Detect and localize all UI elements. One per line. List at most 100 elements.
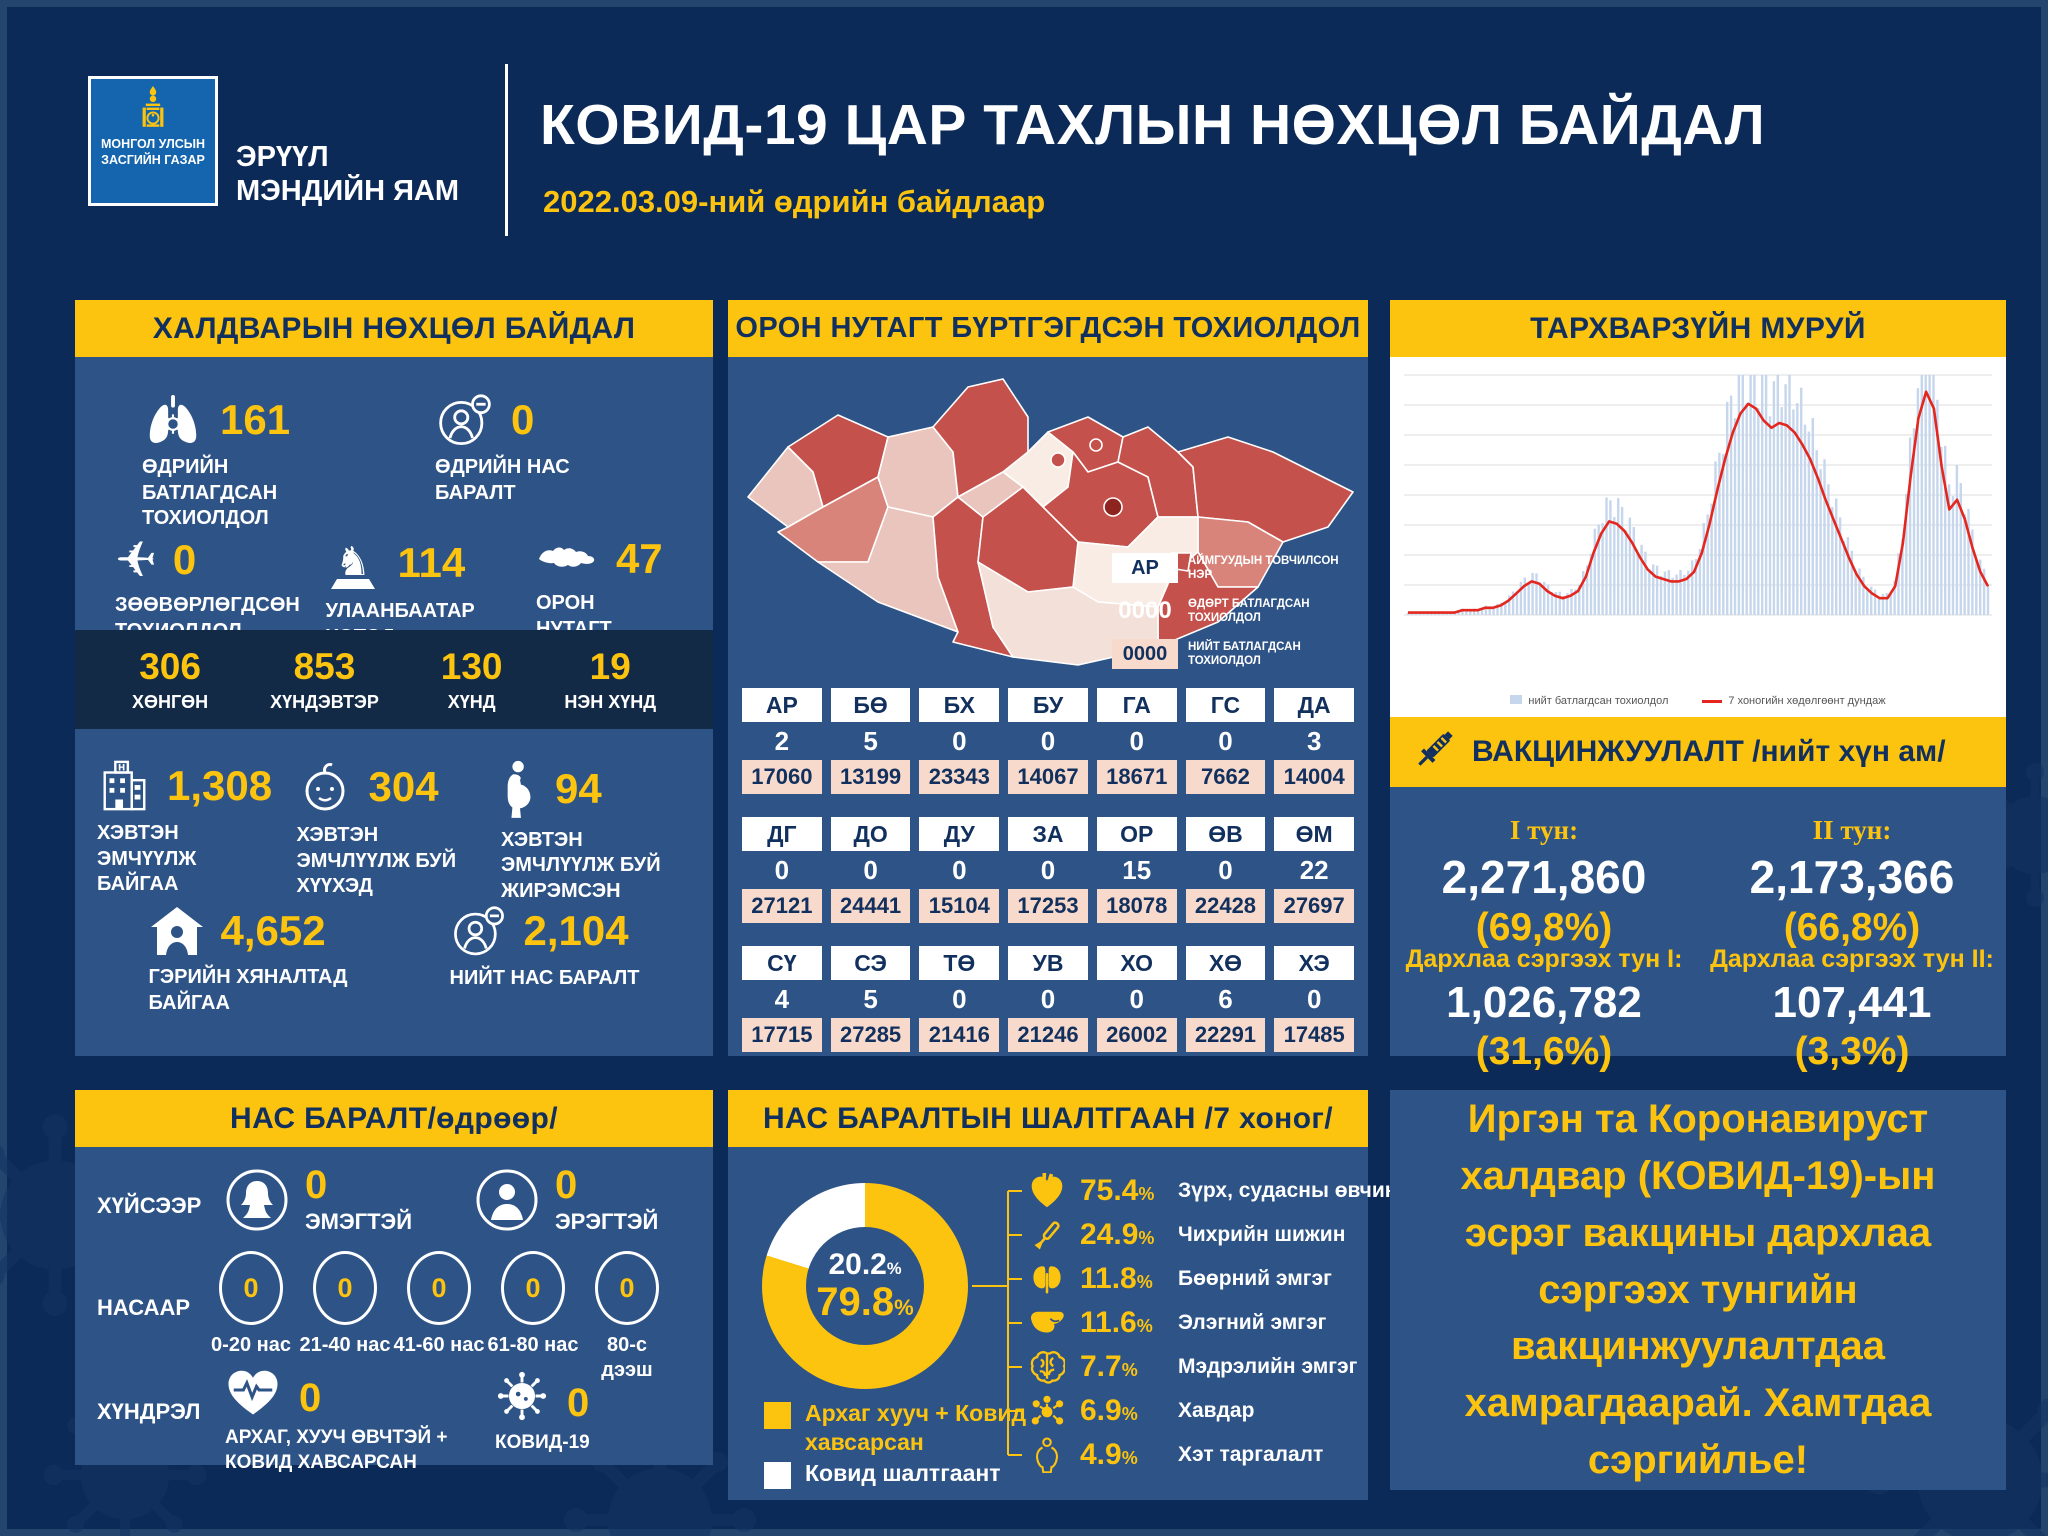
heartbeat-icon xyxy=(228,1370,278,1415)
region-total-count: 17060 xyxy=(742,760,822,794)
region-daily-count: 3 xyxy=(1306,725,1322,756)
hospitalized-stat: H 1,308 ХЭВТЭН ЭМЧҮҮЛЖ БАЙГАА xyxy=(97,759,282,905)
region-cell: ГА 0 18671 xyxy=(1096,688,1177,794)
region-total-count: 21416 xyxy=(919,1018,1000,1052)
region-total-count: 27697 xyxy=(1274,889,1355,923)
region-daily-count: 2 xyxy=(774,725,790,756)
region-total-count: 14067 xyxy=(1008,760,1088,794)
legend-total-sample: 0000 xyxy=(1112,639,1178,669)
cancer-cells-icon xyxy=(1031,1395,1064,1425)
region-total-count: 17715 xyxy=(742,1018,822,1052)
region-daily-count: 0 xyxy=(1218,725,1233,756)
region-daily-count: 0 xyxy=(1040,854,1056,885)
region-daily-count: 4 xyxy=(774,983,790,1014)
daily-deaths-stat: 0 ӨДРИЙН НАС БАРАЛТ xyxy=(435,393,650,532)
region-code: ГА xyxy=(1096,688,1177,722)
age-circle: 0 xyxy=(407,1251,471,1325)
region-code: ЗА xyxy=(1008,817,1088,851)
region-code: УВ xyxy=(1008,946,1088,980)
logo-line1: МОНГОЛ УЛСЫН xyxy=(100,137,206,151)
region-cell: СЭ 5 27285 xyxy=(830,946,911,1052)
region-table-row: ДГ 0 27121 ДО 0 24441 ДУ 0 15104 ЗА 0 17… xyxy=(742,817,1355,923)
region-daily-count: 0 xyxy=(863,854,878,885)
region-code: БӨ xyxy=(830,688,911,722)
death-cause-donut-chart: 20.2% 79.8% xyxy=(762,1183,968,1389)
region-code: СҮ xyxy=(742,946,822,980)
region-code: БУ xyxy=(1008,688,1088,722)
region-total-count: 21246 xyxy=(1008,1018,1088,1052)
mongolia-choropleth-map: АР АЙМГУУДЫН ТОВЧИЛСОН НЭР 0000 ӨДӨРТ БА… xyxy=(728,357,1368,690)
region-daily-count: 5 xyxy=(863,983,878,1014)
severity-critical: 19 НЭН ХҮНД xyxy=(564,646,657,712)
cause-item: 11.8% Бөөрний эмгэг xyxy=(1024,1257,1368,1301)
region-daily-count: 0 xyxy=(952,983,967,1014)
baby-icon xyxy=(305,763,344,811)
deaths-panel: ХҮЙСЭЭР 0 ЭМЭГТЭЙ 0 ЭРЭГТЭЙ НАСААР 0 0-20 … xyxy=(75,1147,713,1473)
region-code: ДГ xyxy=(742,817,822,851)
severity-mild: 306 ХӨНГӨН xyxy=(131,646,209,712)
region-cell: СҮ 4 17715 xyxy=(742,946,822,1052)
region-total-count: 22428 xyxy=(1185,889,1266,923)
region-code: СЭ xyxy=(830,946,911,980)
region-code: ӨВ xyxy=(1185,817,1266,851)
home-isolation-icon xyxy=(150,907,203,955)
region-daily-count: 6 xyxy=(1218,983,1233,1014)
mongolia-map-icon xyxy=(538,547,595,567)
regions-panel: АР АЙМГУУДЫН ТОВЧИЛСОН НЭР 0000 ӨДӨРТ БА… xyxy=(728,357,1368,1056)
total-deaths-stat: 2,104 НИЙТ НАС БАРАЛТ xyxy=(450,905,639,1016)
booster2-stat: Дархлаа сэргээх тун II: 107,441 (3,3%) xyxy=(1710,945,1994,1073)
region-daily-count: 0 xyxy=(774,854,790,885)
vaccination-message-panel: Иргэн та Коронавируст халдвар (КОВИД-19)… xyxy=(1390,1090,2006,1490)
person-deceased-icon xyxy=(439,394,491,446)
vaccination-stats: I тун: 2,271,860 (69,8%) II тун: 2,173,3… xyxy=(1390,787,2006,1073)
infection-panel-title: ХАЛДВАРЫН НӨХЦӨЛ БАЙДАЛ xyxy=(75,300,713,357)
curve-panel-title: ТАРХВАРЗҮЙН МУРУЙ xyxy=(1390,300,2006,357)
region-total-count: 23343 xyxy=(919,760,1000,794)
obese-person-icon xyxy=(1036,1437,1058,1473)
cause-item: 4.9% Хэт таргалалт xyxy=(1024,1433,1368,1477)
hospital-icon: H xyxy=(103,760,146,811)
age-circle: 0 xyxy=(313,1251,377,1325)
region-table-row: АР 2 17060 БӨ 5 13199 БХ 0 23343 БУ 0 14… xyxy=(742,688,1355,794)
region-daily-count: 15 xyxy=(1122,854,1152,885)
region-code: ОР xyxy=(1096,817,1177,851)
logo-line2: ЗАСГИЙН ГАЗАР xyxy=(101,152,205,167)
age-group-stat: 0 61-80 нас xyxy=(485,1251,581,1358)
region-cell: ХӨ 6 22291 xyxy=(1185,946,1266,1052)
age-group-stat: 0 21-40 нас xyxy=(297,1251,393,1358)
home-isolation-stat: 4,652 ГЭРИЙН ХЯНАЛТАД БАЙГАА xyxy=(148,907,348,1014)
region-total-count: 22291 xyxy=(1185,1018,1266,1052)
svg-text:H: H xyxy=(118,764,125,774)
equestrian-statue-icon: ♞ xyxy=(331,539,376,589)
region-cell: УВ 0 21246 xyxy=(1008,946,1088,1052)
epidemic-curve-chart: нийт батлагдсан тохиолдол 7 хоногийн хөд… xyxy=(1390,357,2006,717)
region-total-count: 18671 xyxy=(1096,760,1177,794)
region-daily-count: 0 xyxy=(1306,983,1322,1014)
region-cell: АР 2 17060 xyxy=(742,688,822,794)
complication-row-label: ХҮНДРЭЛ xyxy=(97,1399,201,1424)
region-total-count: 24441 xyxy=(830,889,911,923)
pregnant-woman-icon xyxy=(507,760,531,818)
insulin-pen-icon xyxy=(1034,1221,1060,1250)
yellow-legend-swatch xyxy=(764,1402,791,1429)
connector-lines xyxy=(972,1190,1022,1456)
person-deceased-icon xyxy=(453,906,504,956)
svg-text:♞: ♞ xyxy=(336,539,372,585)
region-cell: ДГ 0 27121 xyxy=(742,817,822,923)
vaccination-message: Иргэн та Коронавируст халдвар (КОВИД-19)… xyxy=(1460,1097,1936,1482)
region-table: АР 2 17060 БӨ 5 13199 БХ 0 23343 БУ 0 14… xyxy=(728,688,1368,1075)
curve-vaccination-panel: нийт батлагдсан тохиолдол 7 хоногийн хөд… xyxy=(1390,357,2006,1073)
region-cell: ДУ 0 15104 xyxy=(919,817,1000,923)
report-date: 2022.03.09-ний өдрийн байдлаар xyxy=(543,184,1046,219)
region-total-count: 17485 xyxy=(1274,1018,1355,1052)
cause-item: 24.9% Чихрийн шижин xyxy=(1024,1213,1368,1257)
syringe-icon xyxy=(1418,731,1453,766)
region-cell: БХ 0 23343 xyxy=(919,688,1000,794)
region-total-count: 14004 xyxy=(1274,760,1355,794)
virus-icon xyxy=(497,1371,547,1421)
legend-code-sample: АР xyxy=(1112,553,1178,583)
region-code: ӨМ xyxy=(1274,817,1355,851)
infection-panel: 161 ӨДРИЙН БАТЛАГДСАН ТОХИОЛДОЛ 0 ӨДРИЙН… xyxy=(75,357,713,1056)
cause-list: 75.4% Зүрх, судасны өвчин 24.9% Чихрийн … xyxy=(1024,1169,1397,1477)
bars-legend-swatch xyxy=(1510,695,1523,704)
